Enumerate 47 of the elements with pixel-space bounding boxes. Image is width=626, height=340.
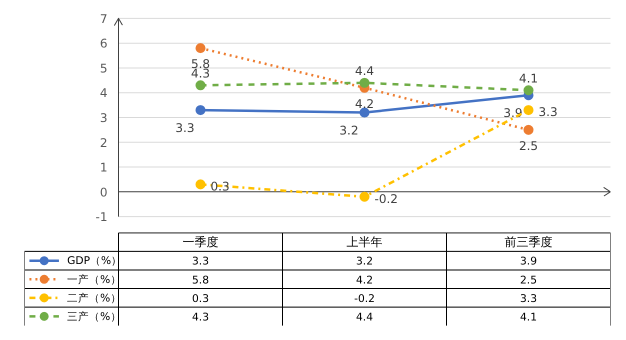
legend-label: GDP（%） — [67, 254, 122, 268]
point — [196, 179, 206, 190]
point — [196, 105, 206, 116]
point — [196, 80, 206, 90]
x-tick-label: 前三季度 — [504, 235, 552, 250]
y-tick-label: 2 — [100, 136, 108, 150]
legend-label: 二产（%） — [67, 291, 122, 304]
point — [524, 105, 534, 116]
text: 0.3 — [210, 179, 230, 194]
data-label: 4.2 — [356, 273, 373, 286]
data-label: 4.1 — [520, 310, 537, 324]
data-label: 0.3 — [192, 292, 209, 305]
legend-label: 三产（%） — [67, 310, 122, 323]
y-tick-label: 4 — [100, 86, 108, 100]
data-label: 4.4 — [356, 310, 374, 324]
y-tick-label: -1 — [96, 210, 108, 224]
y-tick-label: 0 — [100, 185, 108, 200]
text: 3.3 — [538, 105, 558, 120]
data-label: 3.3 — [520, 292, 537, 305]
text: 4.1 — [518, 71, 538, 86]
text: 3.2 — [339, 124, 359, 138]
data-label: 2.5 — [520, 273, 537, 286]
point — [196, 43, 206, 54]
data-label: 5.8 — [192, 273, 210, 286]
text: 3.3 — [175, 121, 195, 136]
point — [524, 85, 534, 96]
text: 2.5 — [518, 138, 538, 153]
x-tick-label: 上半年 — [346, 235, 382, 250]
text: 4.4 — [354, 64, 374, 78]
data-label: 4.3 — [192, 310, 209, 324]
point — [360, 108, 370, 118]
y-tick-label: 6 — [100, 36, 108, 51]
legend-label: 一产（%） — [67, 272, 122, 286]
point — [360, 78, 370, 88]
y-tick-label: 3 — [100, 111, 108, 125]
text: -0.2 — [374, 192, 398, 206]
y-tick-label: 7 — [100, 12, 108, 26]
x-tick-label: 一季度 — [182, 235, 218, 250]
text: 4.2 — [354, 96, 374, 111]
data-label: 3.9 — [520, 254, 538, 268]
data-label: 3.2 — [356, 254, 373, 268]
y-tick-label: 5 — [100, 61, 108, 76]
point — [524, 124, 534, 135]
data-label: 3.3 — [192, 254, 209, 268]
data-label: -0.2 — [354, 292, 375, 305]
y-tick-label: 1 — [100, 160, 108, 175]
point — [360, 192, 370, 202]
